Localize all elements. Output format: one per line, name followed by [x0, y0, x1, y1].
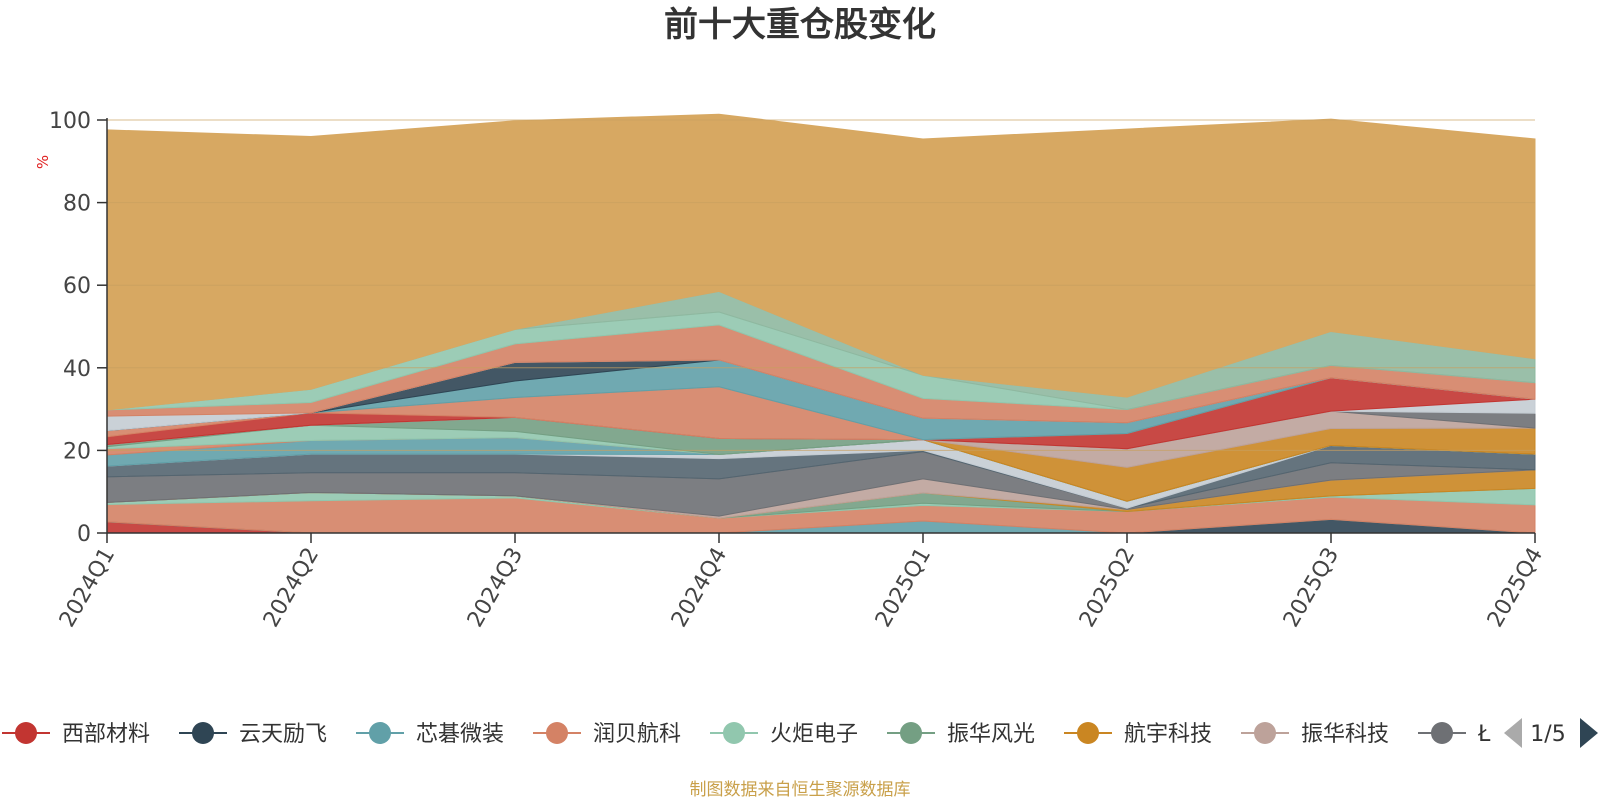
legend-label: 火炬电子: [770, 722, 858, 747]
area-layer: [106, 113, 1536, 534]
legend-marker-icon: [1077, 722, 1099, 744]
legend-item-2[interactable]: 芯碁微装: [356, 722, 504, 747]
legend-item-4[interactable]: 火炬电子: [710, 722, 858, 747]
legend-item-7[interactable]: 振华科技: [1241, 722, 1389, 747]
y-tick-labels: 0 20 40 60 80 100: [49, 109, 91, 547]
legend-item-6[interactable]: 航宇科技: [1064, 722, 1212, 747]
x-tick-label-2024Q2: 2024Q2: [259, 544, 324, 632]
y-tick-label-40: 40: [63, 357, 91, 382]
legend-label: Ł: [1477, 722, 1491, 747]
legend-label: 振华风光: [947, 722, 1035, 747]
legend-item-0[interactable]: 西部材料: [2, 722, 150, 747]
y-tick-label-0: 0: [77, 522, 91, 547]
legend-marker-icon: [723, 722, 745, 744]
x-tick-label-2024Q4: 2024Q4: [667, 544, 732, 632]
legend-marker-icon: [1431, 722, 1453, 744]
legend-item-3[interactable]: 润贝航科: [533, 722, 681, 747]
legend-label: 润贝航科: [593, 722, 681, 747]
axis-layer: [106, 118, 1536, 543]
x-tick-label-2025Q1: 2025Q1: [871, 544, 936, 632]
y-axis-unit: %: [34, 155, 52, 169]
legend-marker-icon: [369, 722, 391, 744]
legend-label: 西部材料: [62, 722, 150, 747]
triangle-right-icon[interactable]: [1580, 718, 1598, 748]
legend: 西部材料 云天励飞 芯碁微装 润贝航科 火炬电子 振华风光 航宇科技 振华科技 Ł: [2, 722, 1491, 747]
legend-marker-icon: [192, 722, 214, 744]
chart-title: 前十大重仓股变化: [664, 5, 936, 45]
y-tick-label-60: 60: [63, 274, 91, 299]
legend-label: 芯碁微装: [416, 722, 504, 747]
legend-label: 航宇科技: [1124, 722, 1212, 747]
data-source-note: 制图数据来自恒生聚源数据库: [690, 780, 911, 800]
legend-item-1[interactable]: 云天励飞: [179, 722, 327, 747]
triangle-left-icon[interactable]: [1504, 718, 1522, 748]
x-tick-label-2025Q2: 2025Q2: [1075, 544, 1140, 632]
legend-marker-icon: [1254, 722, 1276, 744]
y-tick-label-80: 80: [63, 192, 91, 217]
legend-marker-icon: [900, 722, 922, 744]
y-tick-label-100: 100: [49, 109, 91, 134]
area-series-27: [106, 113, 1536, 411]
legend-item-8[interactable]: Ł: [1418, 722, 1491, 747]
legend-page-indicator: 1/5: [1530, 722, 1565, 747]
x-tick-label-2025Q4: 2025Q4: [1483, 544, 1548, 632]
legend-item-5[interactable]: 振华风光: [887, 722, 1035, 747]
x-tick-labels: 2024Q1 2024Q2 2024Q3 2024Q4 2025Q1 2025Q2 2025…: [55, 544, 1548, 632]
x-tick-label-2025Q3: 2025Q3: [1279, 544, 1344, 632]
legend-pager: 1/5: [1504, 718, 1598, 748]
legend-marker-icon: [546, 722, 568, 744]
y-tick-label-20: 20: [63, 439, 91, 464]
x-tick-label-2024Q3: 2024Q3: [463, 544, 528, 632]
legend-marker-icon: [15, 722, 37, 744]
x-tick-label-2024Q1: 2024Q1: [55, 544, 120, 632]
legend-label: 振华科技: [1301, 722, 1389, 747]
grid-layer: [97, 119, 1535, 534]
legend-label: 云天励飞: [239, 722, 327, 747]
